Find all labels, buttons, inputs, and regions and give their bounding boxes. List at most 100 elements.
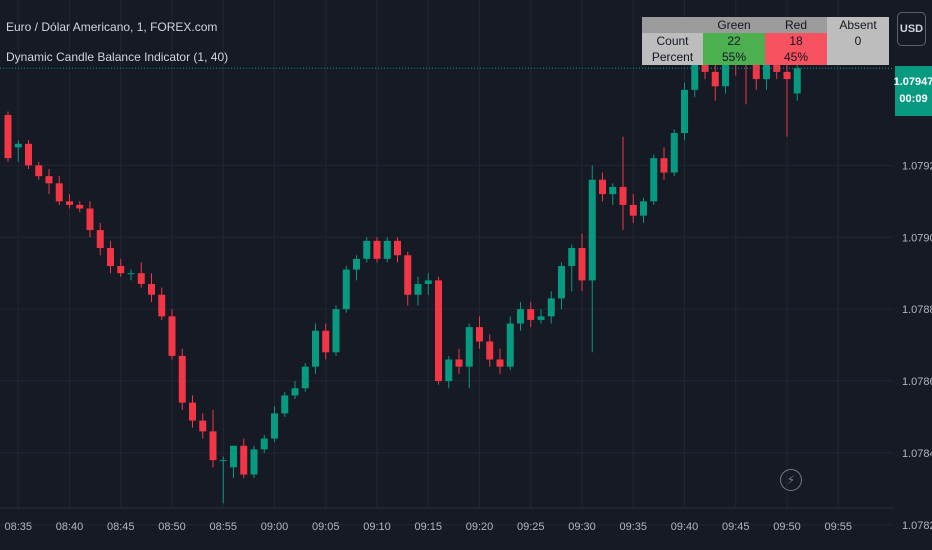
candle-balance-table: Green Red Absent Count 22 18 0 Percent 5…: [642, 17, 889, 65]
green-percent: 55%: [703, 49, 765, 65]
red-count: 18: [765, 33, 827, 49]
x-tick-label: 08:50: [158, 521, 186, 533]
table-header-green: Green: [703, 17, 765, 33]
candle-up: [547, 298, 555, 317]
candle-down: [199, 420, 207, 432]
candle-down: [158, 294, 166, 317]
candle-down: [404, 255, 412, 295]
candle-down: [773, 61, 781, 72]
candle-up: [14, 143, 22, 148]
candle-up: [332, 309, 340, 353]
candle-up: [650, 158, 658, 202]
candle-up: [588, 179, 596, 281]
candle-up: [342, 269, 350, 310]
x-tick-label: 09:50: [773, 521, 801, 533]
percent-label: Percent: [642, 49, 703, 65]
candle-down: [35, 165, 43, 177]
y-tick-label: 1.07880: [902, 304, 932, 316]
candle-down: [783, 71, 791, 80]
candle-down: [189, 402, 196, 421]
candle-up: [691, 64, 699, 90]
candle-up: [640, 201, 647, 216]
candle-down: [435, 280, 442, 382]
candle-up: [670, 133, 678, 173]
candle-up: [127, 273, 135, 275]
candle-up: [271, 413, 278, 439]
candle-down: [76, 204, 84, 209]
x-tick-label: 09:25: [517, 521, 545, 533]
candle-up: [568, 248, 576, 267]
current-price-tag: 1.07947 00:09: [893, 66, 932, 116]
symbol-title[interactable]: Euro / Dólar Americano, 1, FOREX.com: [6, 20, 218, 34]
x-tick-label: 08:35: [4, 521, 32, 533]
candle-up: [312, 330, 319, 367]
currency-button[interactable]: USD: [897, 12, 926, 46]
x-tick-label: 09:35: [619, 521, 647, 533]
candle-up: [353, 258, 360, 270]
table-row: Percent 55% 45%: [642, 49, 889, 65]
table-header-red: Red: [765, 17, 827, 33]
red-percent: 45%: [765, 49, 827, 65]
candle-up: [383, 240, 391, 259]
candle-up: [763, 61, 770, 80]
candle-down: [168, 316, 176, 356]
count-label: Count: [642, 33, 703, 49]
candle-down: [55, 183, 63, 202]
y-tick-label: 1.07820: [902, 520, 932, 532]
candle-up: [445, 359, 453, 382]
candle-down: [107, 248, 114, 267]
y-tick-label: 1.07860: [902, 376, 932, 388]
candle-down: [117, 266, 125, 274]
table-header-absent: Absent: [827, 17, 889, 33]
x-tick-label: 09:55: [824, 521, 852, 533]
candle-down: [394, 240, 401, 256]
candle-down: [4, 115, 12, 159]
candle-up: [301, 366, 309, 389]
candle-down: [240, 445, 248, 475]
candle-down: [322, 330, 330, 353]
absent-percent: [827, 49, 889, 65]
candle-up: [230, 445, 237, 468]
candle-up: [363, 240, 371, 259]
candle-down: [455, 359, 463, 367]
candle-up: [558, 266, 565, 299]
x-tick-label: 09:40: [671, 521, 699, 533]
candle-down: [578, 248, 586, 281]
candle-up: [506, 323, 514, 367]
x-tick-label: 09:15: [414, 521, 442, 533]
candle-down: [476, 327, 483, 342]
candle-up: [414, 283, 422, 295]
candle-down: [496, 359, 504, 367]
candle-down: [486, 341, 494, 360]
candle-down: [137, 273, 145, 284]
candle-up: [722, 46, 729, 87]
candle-down: [619, 186, 627, 205]
y-tick-label: 1.07900: [902, 232, 932, 244]
y-tick-label: 1.07920: [902, 160, 932, 172]
candle-down: [96, 230, 104, 249]
candle-down: [178, 355, 186, 403]
x-tick-label: 09:20: [466, 521, 494, 533]
candle-up: [517, 309, 524, 324]
table-header-cell: [642, 17, 703, 33]
candle-down: [527, 309, 535, 320]
candle-down: [599, 179, 606, 195]
table-row: Count 22 18 0: [642, 33, 889, 49]
x-tick-label: 09:30: [568, 521, 596, 533]
candle-down: [25, 143, 32, 166]
candle-down: [209, 431, 217, 461]
candle-up: [281, 395, 289, 414]
indicator-label[interactable]: Dynamic Candle Balance Indicator (1, 40): [6, 50, 229, 64]
x-tick-label: 09:05: [312, 521, 340, 533]
candle-up: [465, 327, 473, 367]
candle-up: [793, 68, 801, 94]
candle-down: [629, 204, 637, 216]
bar-countdown-label: 00:09: [899, 93, 928, 105]
lightning-icon[interactable]: ⚡︎: [780, 469, 802, 491]
candle-up: [291, 388, 299, 396]
candle-down: [86, 208, 94, 231]
x-tick-label: 08:45: [107, 521, 135, 533]
current-price-label: 1.07947: [893, 76, 932, 88]
